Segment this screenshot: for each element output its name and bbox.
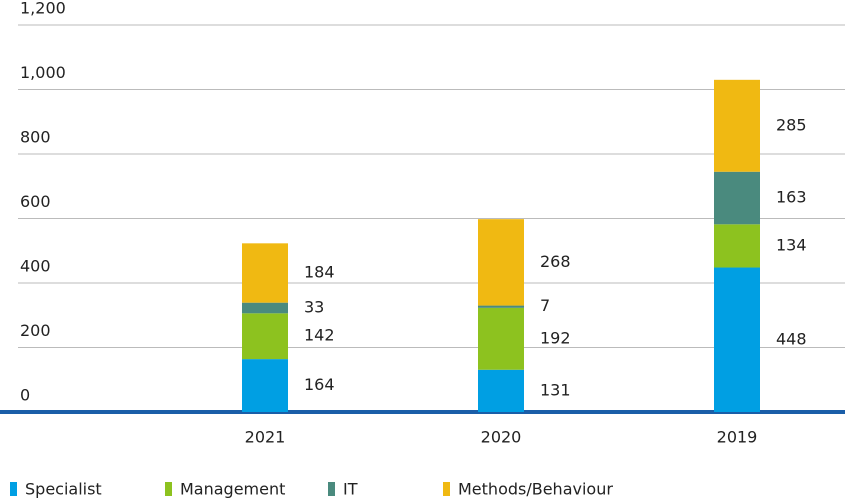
y-tick-label: 800 — [20, 128, 51, 147]
bar-segment — [714, 79, 760, 172]
y-tick-label: 1,200 — [20, 0, 66, 18]
y-tick-label: 200 — [20, 321, 51, 340]
legend-swatch — [328, 482, 335, 496]
bar-segment — [714, 267, 760, 412]
data-label: 131 — [540, 380, 571, 399]
x-tick-label: 2021 — [245, 428, 286, 447]
data-label: 134 — [776, 235, 807, 254]
data-label: 33 — [304, 297, 324, 316]
bar-segment — [714, 224, 760, 268]
data-label: 164 — [304, 375, 335, 394]
y-tick-label: 400 — [20, 257, 51, 276]
bar-segment — [242, 313, 288, 360]
legend-label: IT — [343, 480, 358, 499]
legend-label: Specialist — [25, 480, 102, 499]
data-label: 448 — [776, 329, 807, 348]
legend-swatch — [443, 482, 450, 496]
legend-swatch — [165, 482, 172, 496]
data-label: 142 — [304, 326, 335, 345]
x-tick-label: 2020 — [481, 428, 522, 447]
bar-segment — [242, 359, 288, 412]
bar-segment — [478, 369, 524, 412]
bar-segment — [242, 243, 288, 303]
data-label: 184 — [304, 263, 335, 282]
bar-segment — [478, 305, 524, 308]
data-label: 285 — [776, 115, 807, 134]
x-tick-label: 2019 — [717, 428, 758, 447]
data-label: 268 — [540, 252, 571, 271]
legend-label: Management — [180, 480, 285, 499]
data-label: 7 — [540, 296, 550, 315]
legend-swatch — [10, 482, 17, 496]
bar-segment — [478, 307, 524, 370]
legend-label: Methods/Behaviour — [458, 480, 613, 499]
bar-segment — [478, 219, 524, 306]
data-label: 192 — [540, 328, 571, 347]
y-tick-label: 1,000 — [20, 63, 66, 82]
data-label: 163 — [776, 188, 807, 207]
bar-segment — [714, 171, 760, 225]
y-tick-label: 0 — [20, 386, 30, 405]
bar-segment — [242, 302, 288, 314]
y-tick-label: 600 — [20, 192, 51, 211]
